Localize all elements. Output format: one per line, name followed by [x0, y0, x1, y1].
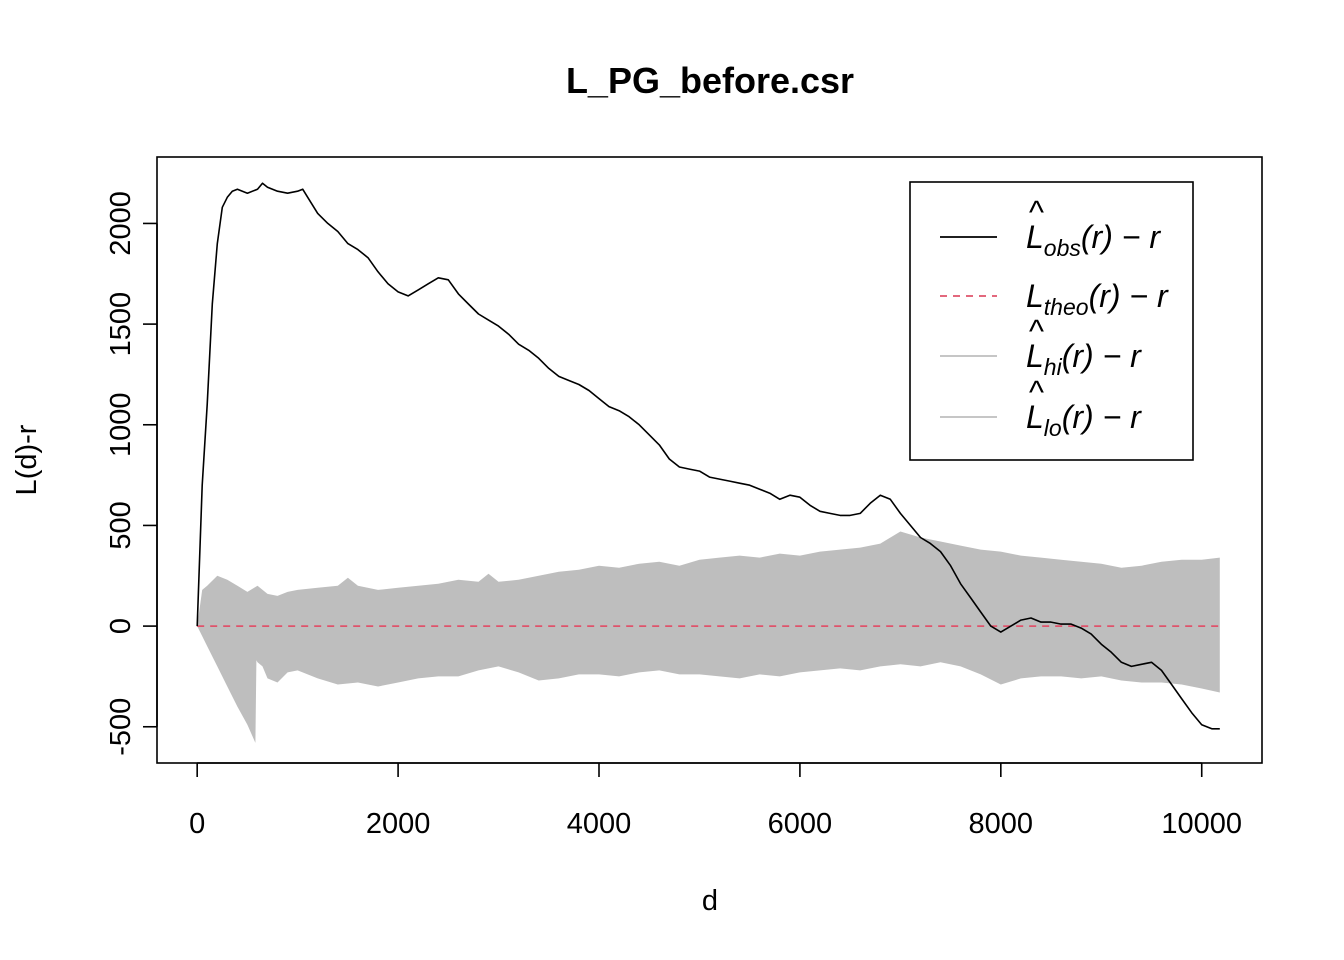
- legend-text-lo: Llo(r) − rL̂lo(r) − r: [1026, 399, 1142, 441]
- legend-box: [909, 181, 1194, 461]
- y-tick-label: 500: [105, 501, 137, 549]
- x-tick-label: 2000: [366, 808, 431, 840]
- y-tick-label: -500: [105, 698, 137, 756]
- legend-text-hi: Lhi(r) − rL̂hi(r) − r: [1026, 338, 1142, 380]
- y-axis: -500 0 500 1000 1500 2000: [105, 191, 158, 756]
- x-tick-label: 8000: [969, 808, 1034, 840]
- series-layer: [196, 182, 1220, 730]
- legend-label-hi: ^Lhi(r) − rL̂hi(r) − r: [1026, 313, 1142, 380]
- x-tick-label: 10000: [1161, 808, 1242, 840]
- series-obs-line: [196, 182, 1220, 730]
- svg-text:^: ^: [1028, 194, 1044, 230]
- x-axis: 0 2000 4000 6000 8000 10000: [189, 762, 1242, 840]
- legend-label-lo: ^Llo(r) − rL̂lo(r) − r: [1026, 374, 1142, 441]
- y-tick-label: 2000: [105, 191, 137, 256]
- legend-label-obs: ^Lobs(r) − rL̂obs(r) − r: [1026, 194, 1161, 261]
- y-tick-label: 1000: [105, 393, 137, 458]
- envelope-band: [197, 531, 1220, 743]
- x-axis-label: d: [702, 885, 718, 917]
- y-axis-label: L(d)-r: [11, 424, 43, 495]
- y-tick-label: 1500: [105, 292, 137, 357]
- x-tick-label: 0: [189, 808, 205, 840]
- legend-text-obs: Lobs(r) − rL̂obs(r) − r: [1026, 219, 1161, 261]
- svg-text:^: ^: [1028, 374, 1044, 410]
- chart-title: L_PG_before.csr: [566, 60, 854, 101]
- y-tick-label: 0: [105, 618, 137, 634]
- svg-text:^: ^: [1028, 313, 1044, 349]
- envelope-area: [197, 531, 1220, 743]
- x-tick-label: 6000: [768, 808, 833, 840]
- x-tick-label: 4000: [567, 808, 632, 840]
